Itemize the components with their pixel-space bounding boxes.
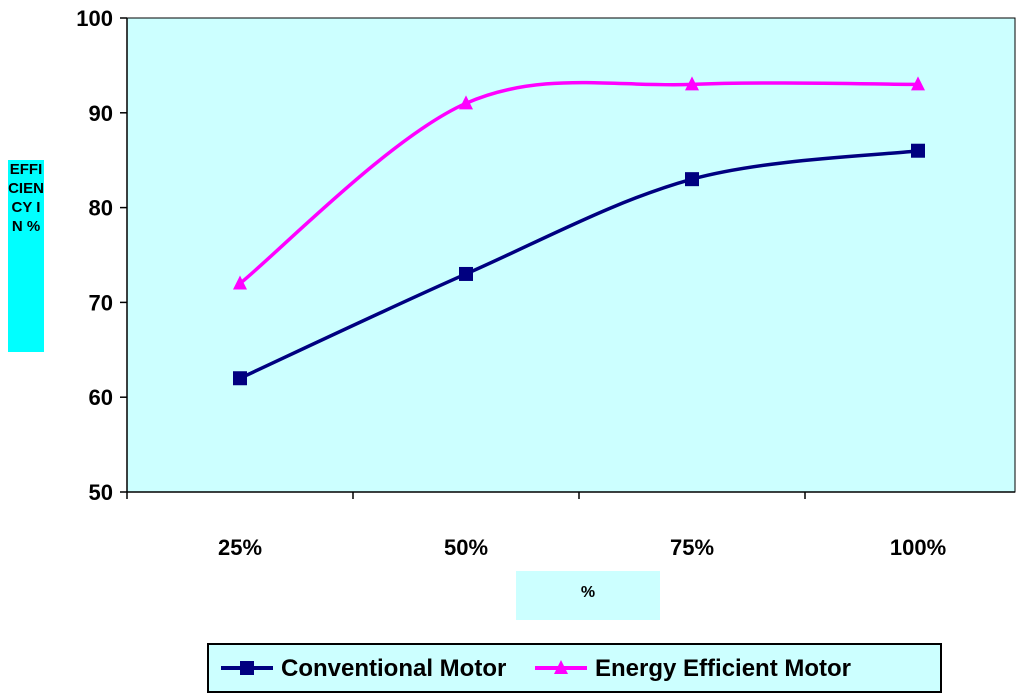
series-line-1: [238, 80, 919, 285]
x-tick-label: 25%: [218, 535, 262, 560]
legend: Conventional Motor Energy Efficient Motor: [207, 643, 942, 693]
y-axis-label-background: [8, 160, 44, 352]
y-tick-label: 60: [89, 385, 113, 410]
plot-area: [126, 17, 1016, 493]
y-tick-label: 70: [89, 290, 113, 315]
data-point-0: [233, 371, 247, 386]
x-axis-label-background: [516, 571, 660, 620]
data-point-1: [911, 76, 925, 91]
series-line-0: [239, 148, 919, 380]
y-tick-label: 90: [89, 101, 113, 126]
data-point-1: [233, 275, 247, 290]
y-tick-label: 100: [76, 6, 113, 31]
data-point-1: [685, 76, 699, 91]
x-axis-label: %: [580, 584, 596, 601]
x-tick-label: 50%: [444, 535, 488, 560]
data-point-0: [685, 172, 699, 187]
y-axis-label: EFFICIENCY IN %: [8, 161, 44, 235]
y-tick-label: 80: [89, 196, 113, 221]
legend-label-0: Conventional Motor: [281, 655, 506, 682]
x-tick-label: 100%: [890, 535, 946, 560]
legend-marker-1: [554, 660, 568, 674]
legend-marker-0: [240, 661, 254, 675]
data-point-0: [911, 143, 925, 158]
data-point-1: [459, 95, 473, 110]
legend-label-1: Energy Efficient Motor: [595, 655, 851, 682]
x-tick-label: 75%: [670, 535, 714, 560]
data-point-0: [459, 266, 473, 281]
y-tick-label: 50: [89, 480, 113, 505]
